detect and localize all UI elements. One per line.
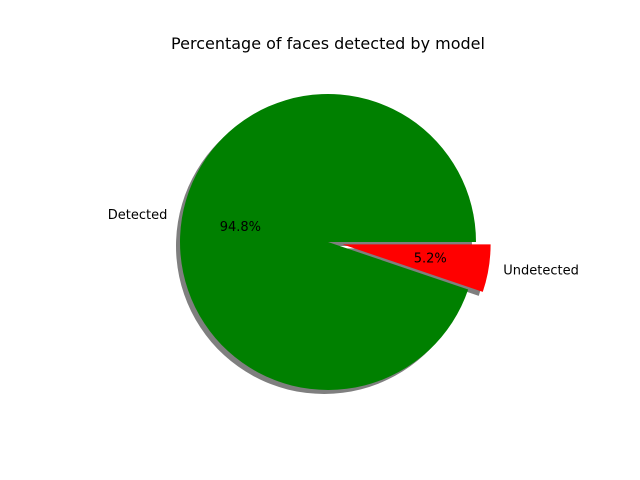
chart-title: Percentage of faces detected by model (171, 34, 485, 53)
slice-label-detected: Detected (108, 208, 168, 223)
pct-label-undetected: 5.2% (414, 251, 447, 266)
slice-detected (180, 94, 477, 391)
slice-labels: Detected 94.8% Undetected 5.2% (108, 208, 579, 278)
slice-undetected (342, 244, 491, 292)
pie-slices (180, 94, 491, 391)
pct-label-detected: 94.8% (220, 220, 261, 235)
slice-label-undetected: Undetected (503, 263, 579, 278)
